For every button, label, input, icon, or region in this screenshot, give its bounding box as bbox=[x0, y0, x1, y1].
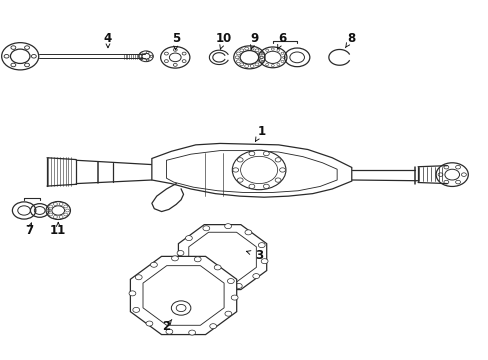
Text: 5: 5 bbox=[172, 32, 180, 45]
Circle shape bbox=[209, 324, 216, 329]
Circle shape bbox=[237, 178, 243, 182]
Circle shape bbox=[171, 256, 178, 261]
Circle shape bbox=[235, 283, 242, 288]
Text: 8: 8 bbox=[347, 32, 355, 45]
Text: 2: 2 bbox=[162, 320, 170, 333]
Circle shape bbox=[263, 152, 269, 156]
Polygon shape bbox=[152, 143, 351, 197]
Circle shape bbox=[248, 184, 254, 189]
Circle shape bbox=[193, 279, 200, 284]
Circle shape bbox=[232, 168, 238, 172]
Circle shape bbox=[129, 291, 136, 296]
Circle shape bbox=[248, 152, 254, 156]
Circle shape bbox=[188, 330, 195, 335]
Circle shape bbox=[279, 168, 285, 172]
Circle shape bbox=[224, 311, 231, 316]
Circle shape bbox=[150, 262, 157, 267]
Circle shape bbox=[146, 321, 153, 326]
Polygon shape bbox=[178, 225, 266, 289]
Text: 1: 1 bbox=[257, 125, 265, 138]
Polygon shape bbox=[130, 256, 236, 334]
Text: 6: 6 bbox=[278, 32, 286, 45]
Circle shape bbox=[176, 305, 185, 312]
Polygon shape bbox=[188, 232, 256, 282]
Circle shape bbox=[275, 178, 281, 182]
Text: 9: 9 bbox=[250, 32, 258, 45]
Circle shape bbox=[244, 230, 251, 235]
Circle shape bbox=[214, 265, 221, 270]
Circle shape bbox=[252, 274, 259, 279]
Circle shape bbox=[177, 251, 183, 256]
Circle shape bbox=[171, 301, 190, 315]
Text: 10: 10 bbox=[216, 32, 232, 45]
Circle shape bbox=[165, 329, 172, 334]
Polygon shape bbox=[166, 150, 336, 193]
Circle shape bbox=[275, 158, 281, 162]
Circle shape bbox=[203, 226, 209, 231]
Circle shape bbox=[263, 184, 269, 189]
Text: 4: 4 bbox=[103, 32, 112, 45]
Text: 7: 7 bbox=[25, 224, 33, 238]
Text: 11: 11 bbox=[50, 224, 66, 238]
Text: 3: 3 bbox=[255, 249, 263, 262]
Circle shape bbox=[135, 275, 142, 280]
Circle shape bbox=[194, 257, 201, 262]
Circle shape bbox=[261, 259, 267, 264]
Circle shape bbox=[133, 307, 140, 312]
Circle shape bbox=[240, 156, 277, 184]
Polygon shape bbox=[142, 266, 224, 325]
Circle shape bbox=[258, 243, 264, 248]
Circle shape bbox=[185, 235, 192, 240]
Circle shape bbox=[227, 279, 234, 284]
Circle shape bbox=[237, 158, 243, 162]
Circle shape bbox=[180, 266, 186, 271]
Circle shape bbox=[213, 285, 220, 291]
Circle shape bbox=[224, 224, 231, 229]
Circle shape bbox=[232, 150, 285, 190]
Circle shape bbox=[231, 295, 238, 300]
